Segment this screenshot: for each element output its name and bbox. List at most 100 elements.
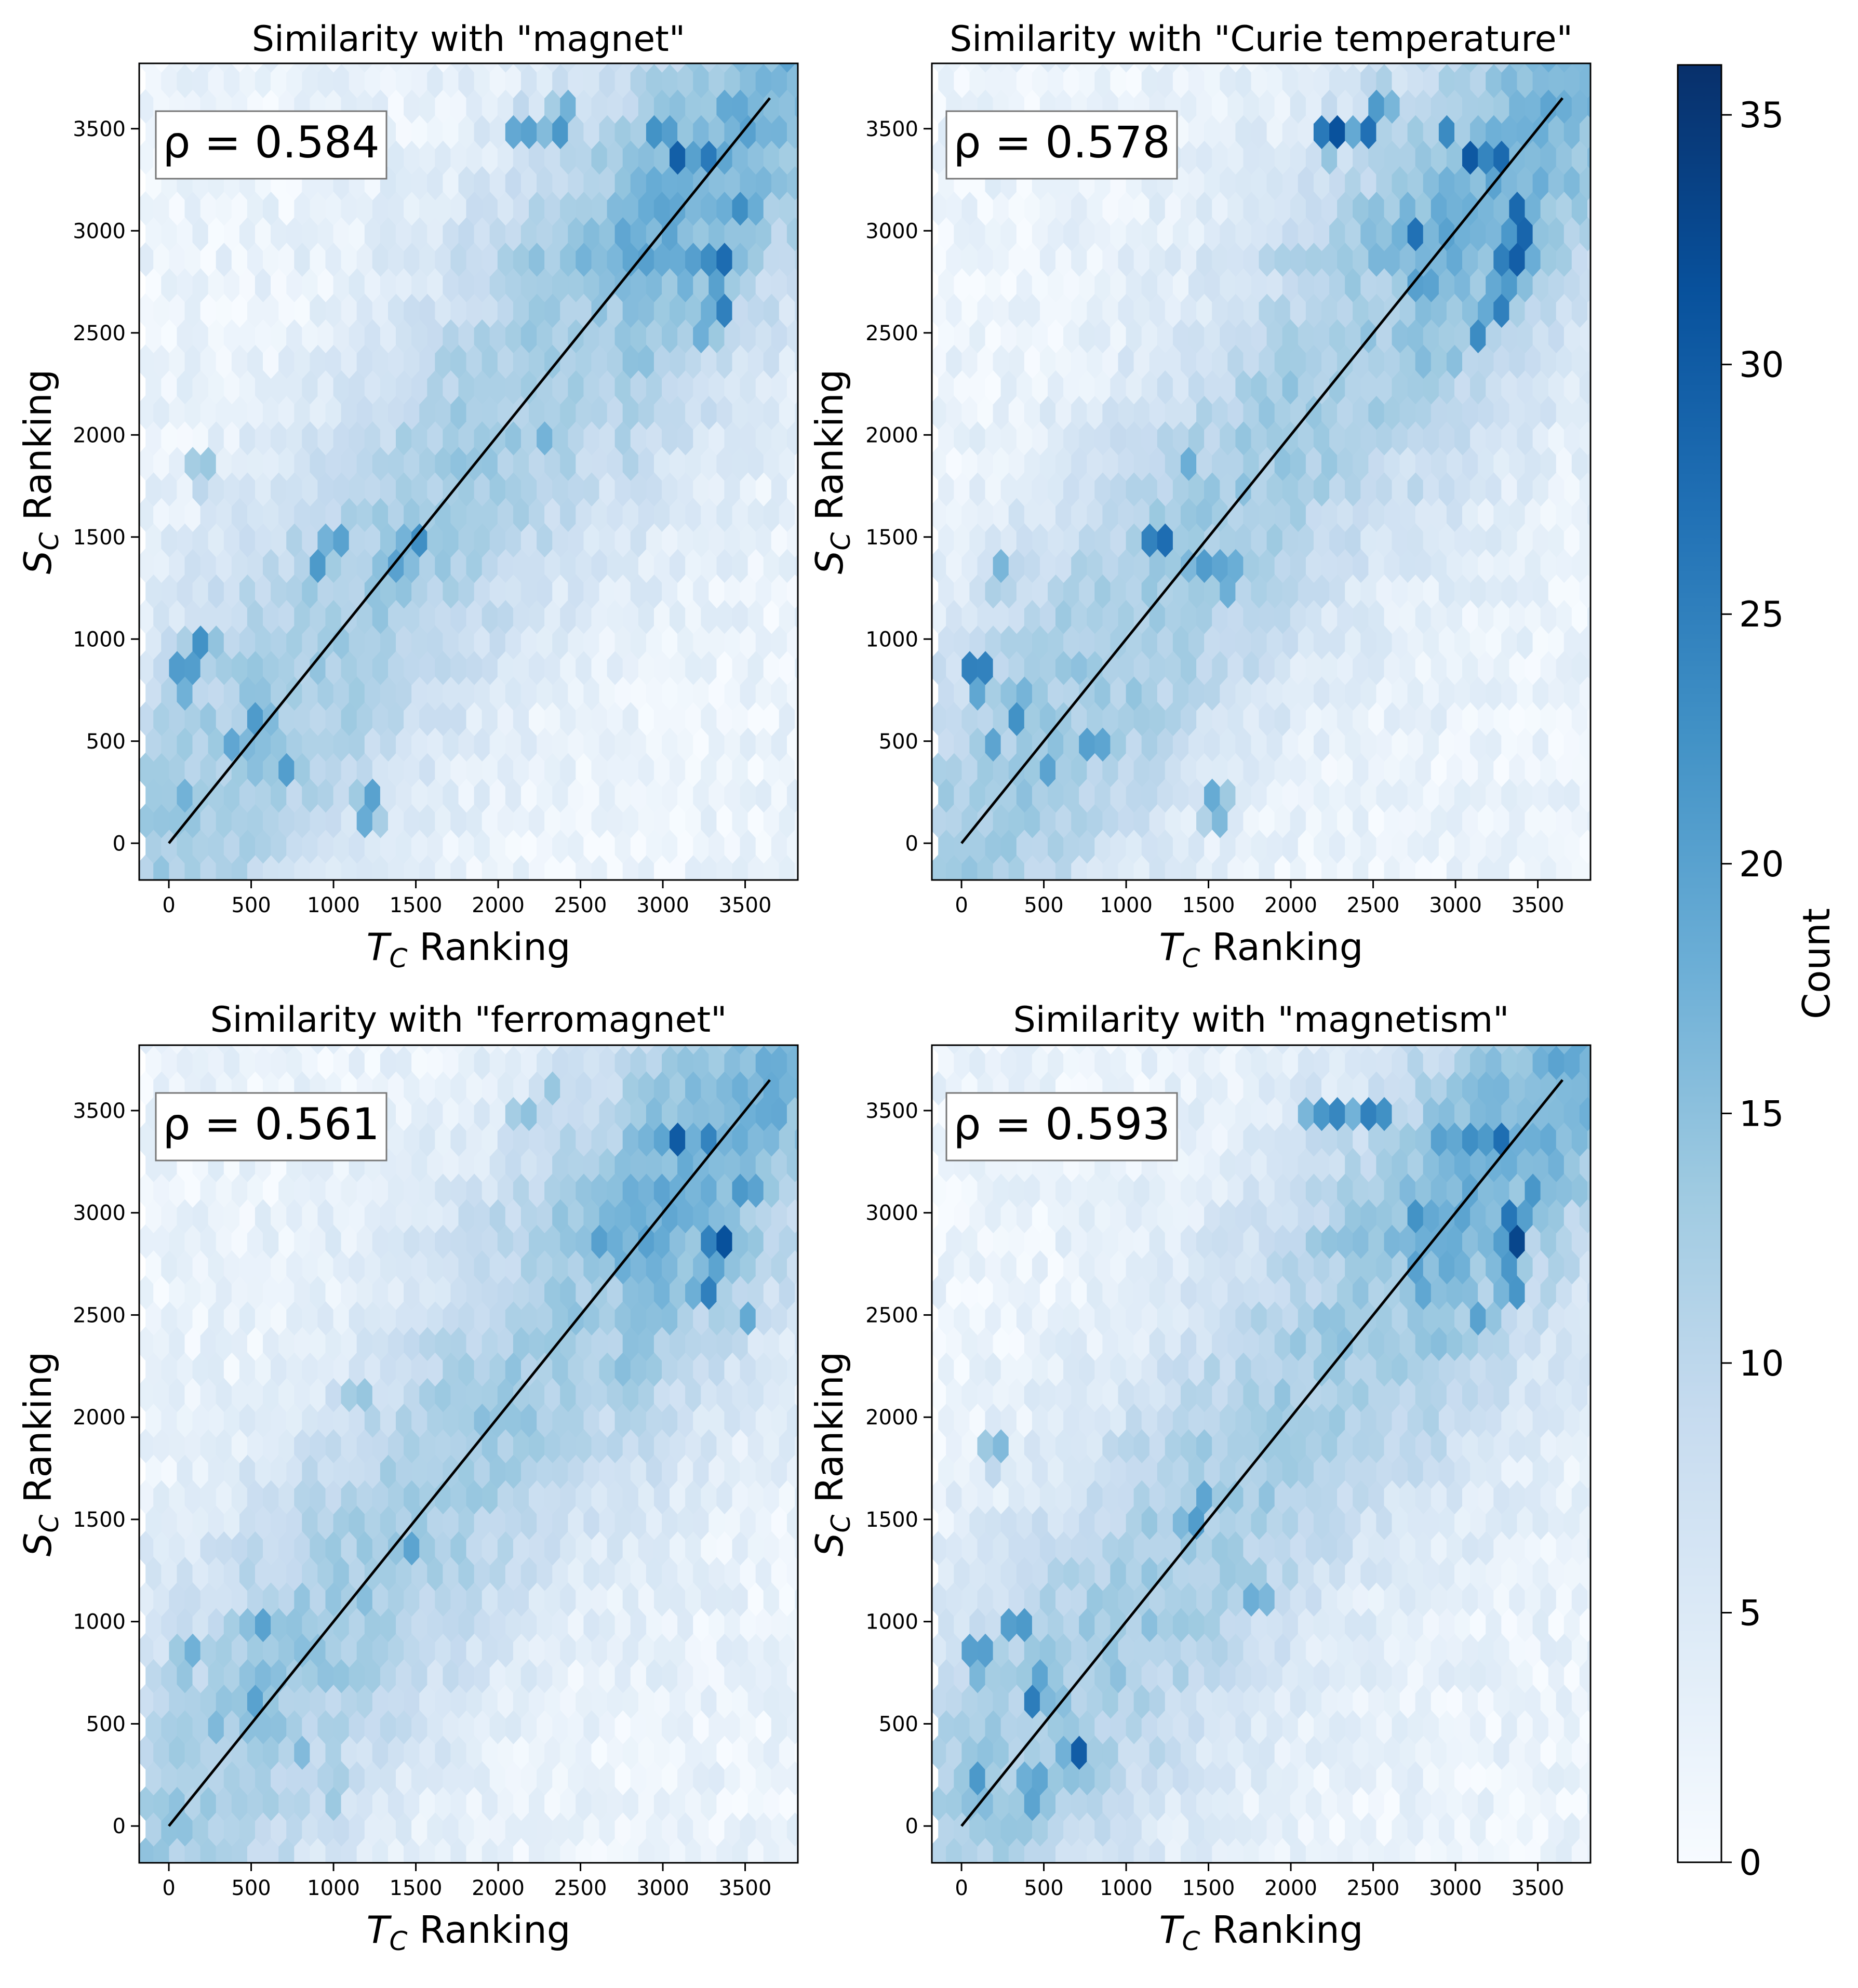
hexbin-cell <box>482 1045 498 1055</box>
hexbin-cell <box>153 63 170 73</box>
x-axis-label-subscript: C <box>389 1926 407 1956</box>
y-axis-label-symbol: S <box>16 1533 60 1557</box>
x-tick-label: 0 <box>162 1876 175 1900</box>
hexbin-cell <box>1525 63 1541 73</box>
hexbin-cell <box>622 1045 639 1055</box>
y-tick-label: 1000 <box>73 628 126 651</box>
subplot-curie-temperature: Similarity with "Curie temperature" 0 500… <box>808 19 1592 973</box>
x-tick-label: 2500 <box>1347 893 1400 917</box>
hexbin-cell <box>310 1045 326 1055</box>
hexbin-cell <box>169 63 185 73</box>
hexbin-cell <box>247 63 263 73</box>
x-axis-label-symbol: T <box>366 925 392 969</box>
y-tick-label: 3000 <box>73 1202 126 1225</box>
y-axis-label-text: Ranking <box>16 369 60 532</box>
hexbin-cell <box>763 63 780 73</box>
hexbin-cell <box>435 63 451 73</box>
x-tick-label: 3500 <box>719 1876 772 1900</box>
y-tick-label: 1500 <box>73 526 126 550</box>
hexbin-cell <box>513 1045 529 1055</box>
rho-text: ρ = 0.578 <box>953 117 1170 168</box>
rho-annotation: ρ = 0.578 <box>945 110 1178 180</box>
hexbin-cell <box>638 1045 654 1055</box>
hexbin-cell <box>325 1045 342 1055</box>
hexbin-cell <box>356 1045 373 1055</box>
y-tick-label: 500 <box>86 730 126 754</box>
y-tick-label: 2000 <box>73 423 126 447</box>
x-tick-label: 1000 <box>307 1876 360 1900</box>
x-tick-label: 1000 <box>307 893 360 917</box>
hexbin-cell <box>1133 63 1150 73</box>
hexbin-cell <box>732 1045 748 1055</box>
y-tick-label: 3000 <box>73 219 126 243</box>
hexbin-cell <box>607 1045 623 1055</box>
hexbin-cell <box>139 63 154 73</box>
axes-frame <box>138 1044 799 1864</box>
hexbin-cell <box>341 1045 357 1055</box>
hexbin-cell <box>701 1045 717 1055</box>
axes-frame <box>138 62 799 881</box>
hexbin-cell <box>1102 63 1119 73</box>
hexbin-cell <box>1399 63 1416 73</box>
subplot-magnet: Similarity with "magnet" 0 500 1000 1500 200… <box>16 19 799 973</box>
y-tick-label: 0 <box>905 832 918 856</box>
hexbin-cell <box>263 63 279 73</box>
hexbin-cell <box>294 1045 311 1055</box>
x-axis-label-symbol: T <box>366 1908 392 1952</box>
hexbin-cell <box>497 1045 514 1055</box>
y-axis-label-symbol: S <box>808 551 851 575</box>
x-axis-label-subscript: C <box>1182 943 1200 973</box>
hexbin-cell <box>1337 63 1354 73</box>
x-tick-label: 0 <box>955 893 968 917</box>
hexbin-cell <box>1368 63 1385 73</box>
y-axis-label-symbol: S <box>16 551 60 575</box>
hexbin-cell <box>653 1045 670 1055</box>
hexbin-cell <box>993 63 1009 73</box>
x-axis-ticks: 0 500 1000 1500 2000 2500 3000 3500 <box>162 1863 771 1900</box>
hexbin-cell <box>779 63 795 73</box>
hexbin-cell <box>388 1045 405 1055</box>
hexbin-cell <box>278 63 295 73</box>
hexbin-cell <box>1259 63 1275 73</box>
hexbin-cell <box>961 63 978 73</box>
y-axis-label-text: Ranking <box>16 1352 60 1515</box>
hexbin-cell <box>529 1045 545 1055</box>
x-axis-label-text: Ranking <box>407 925 570 969</box>
x-tick-label: 3500 <box>719 893 772 917</box>
hexbin-cell <box>216 63 232 73</box>
hexbin-cell <box>946 63 963 73</box>
hexbin-cell <box>216 1045 232 1055</box>
hexbin-cell <box>544 1045 561 1055</box>
y-axis-label-subscript: C <box>34 532 64 551</box>
hexbin-cell <box>310 63 326 73</box>
hexbin-cell <box>685 63 702 73</box>
subplot-ferromagnet: Similarity with "ferromagnet" 0 500 1000 15… <box>16 999 799 1956</box>
hexbin-cell <box>372 1045 389 1055</box>
y-tick-label: 3500 <box>73 117 126 141</box>
y-tick-label: 3000 <box>865 219 918 243</box>
hexbin-cell <box>1024 63 1040 73</box>
hexbin-cell <box>404 1045 420 1055</box>
y-tick-label: 2500 <box>73 322 126 345</box>
hexbin-cell <box>932 63 947 73</box>
hexbin-cell <box>763 1045 780 1055</box>
rho-text: ρ = 0.584 <box>163 117 380 168</box>
x-tick-label: 1500 <box>390 1876 443 1900</box>
x-tick-label: 2000 <box>472 893 525 917</box>
hexbin-cell <box>419 63 436 73</box>
hexbin-cell <box>1321 63 1338 73</box>
hexbin-cell <box>1431 63 1447 73</box>
hexbin-cell <box>388 63 405 73</box>
hexbin-cell <box>977 63 994 73</box>
hexbin-cell <box>1087 63 1103 73</box>
hexbin-cell <box>1165 63 1181 73</box>
hexbin-cell <box>372 63 389 73</box>
hexbin-cell <box>184 63 201 73</box>
hexbin-cell <box>529 63 545 73</box>
y-tick-label: 1000 <box>865 628 918 651</box>
diagonal-line <box>168 97 771 844</box>
x-tick-label: 2500 <box>554 893 607 917</box>
hexbin-cell <box>747 63 764 73</box>
